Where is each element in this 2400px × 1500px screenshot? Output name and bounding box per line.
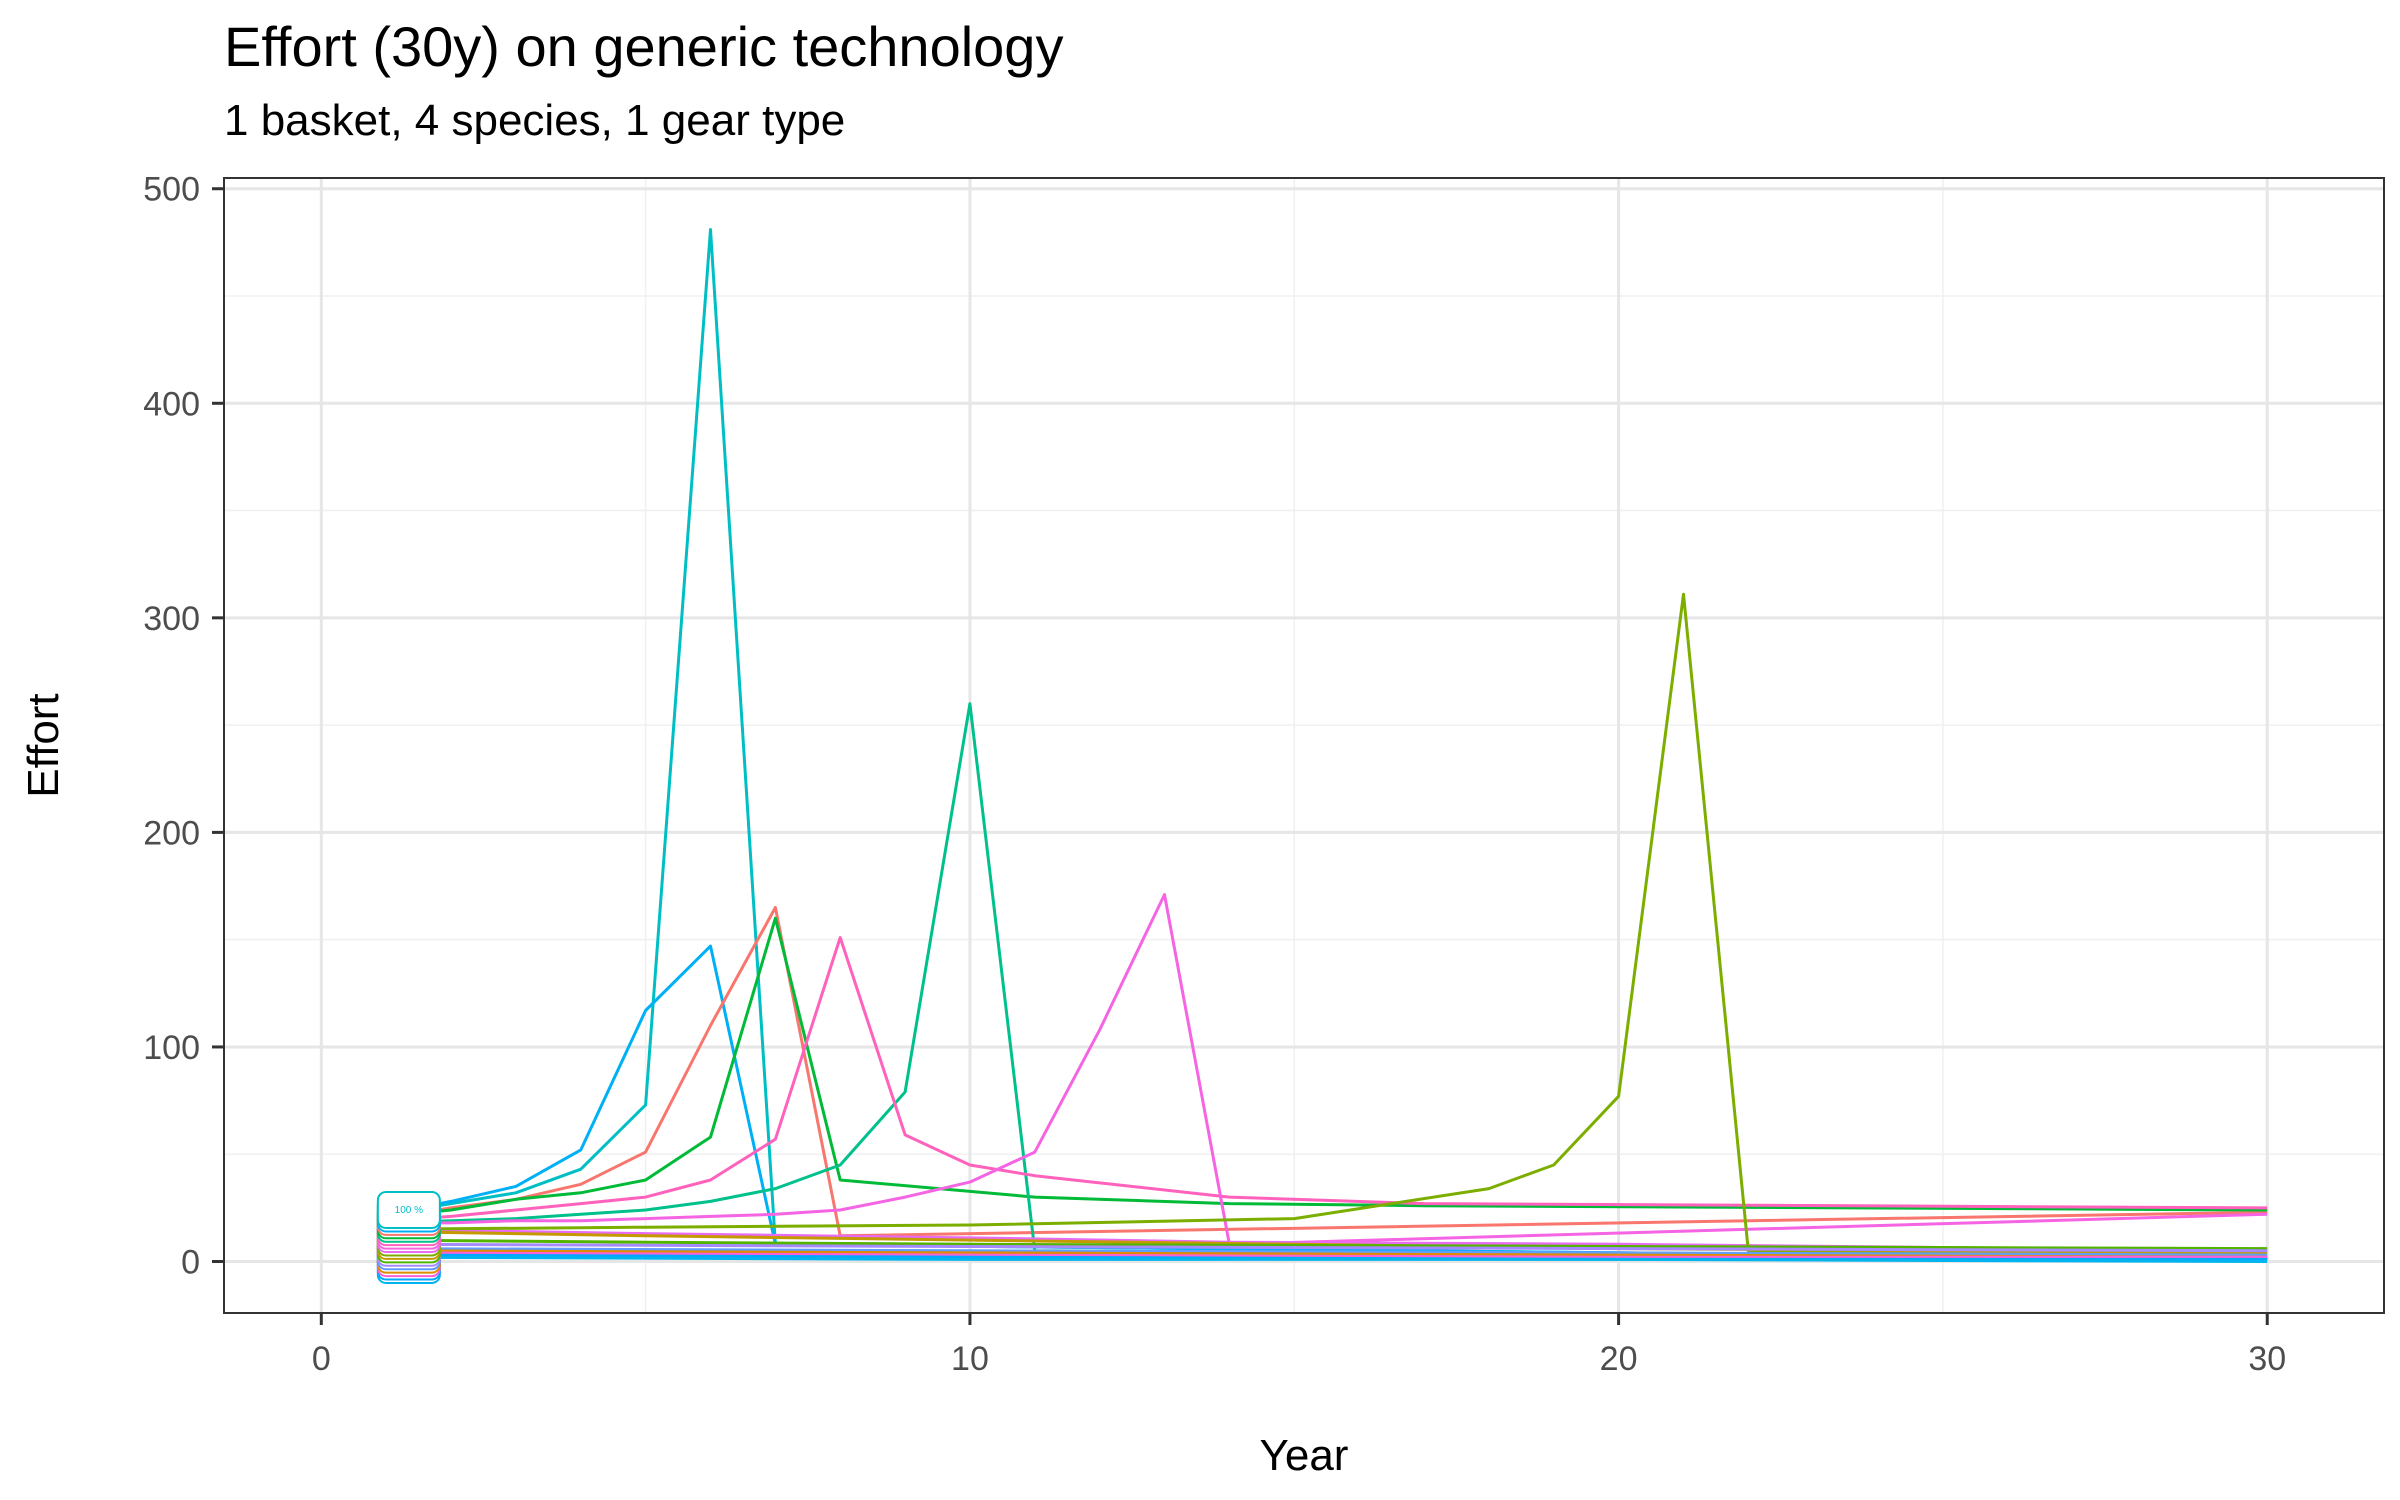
series-line-17 xyxy=(386,1255,2268,1263)
x-tick-label: 10 xyxy=(951,1340,989,1378)
y-tick-label: 300 xyxy=(143,600,200,638)
grid-layer xyxy=(224,178,2384,1313)
series-line-13 xyxy=(386,1247,2268,1257)
y-axis-title: Effort xyxy=(19,693,68,797)
x-tick-label: 0 xyxy=(312,1340,331,1378)
series-line-2 xyxy=(385,944,2268,1261)
y-tick-label: 0 xyxy=(181,1244,200,1282)
chart-title: Effort (30y) on generic technology xyxy=(224,15,1064,78)
series-line-4 xyxy=(386,916,2268,1218)
start-label-box xyxy=(376,1191,441,1230)
panel-border xyxy=(223,177,2385,1314)
series-line-15 xyxy=(386,1251,2268,1259)
series-line-7 xyxy=(386,893,2268,1246)
series-line-12 xyxy=(386,1242,2268,1253)
y-tick-label: 200 xyxy=(143,814,200,852)
series-line-1 xyxy=(385,228,2268,1261)
series-line-3 xyxy=(385,906,2268,1238)
x-tick-label: 20 xyxy=(1600,1340,1638,1378)
y-tick-label: 400 xyxy=(143,385,200,423)
y-tick-label: 500 xyxy=(143,171,200,209)
y-tick-label: 100 xyxy=(143,1029,200,1067)
start-label-text: 100 % xyxy=(395,1205,423,1216)
start-label-1: 100 % xyxy=(376,1191,441,1230)
series-line-6 xyxy=(386,936,2268,1223)
series-line-9 xyxy=(386,592,2268,1259)
chart-subtitle: 1 basket, 4 species, 1 gear type xyxy=(224,96,846,145)
series-line-11 xyxy=(386,1238,2268,1251)
series-line-5 xyxy=(386,702,2268,1261)
start-labels: 100 % xyxy=(376,1191,441,1284)
series-layer xyxy=(385,228,2268,1263)
x-tick-label: 30 xyxy=(2248,1340,2286,1378)
x-axis-title: Year xyxy=(1260,1431,1349,1480)
